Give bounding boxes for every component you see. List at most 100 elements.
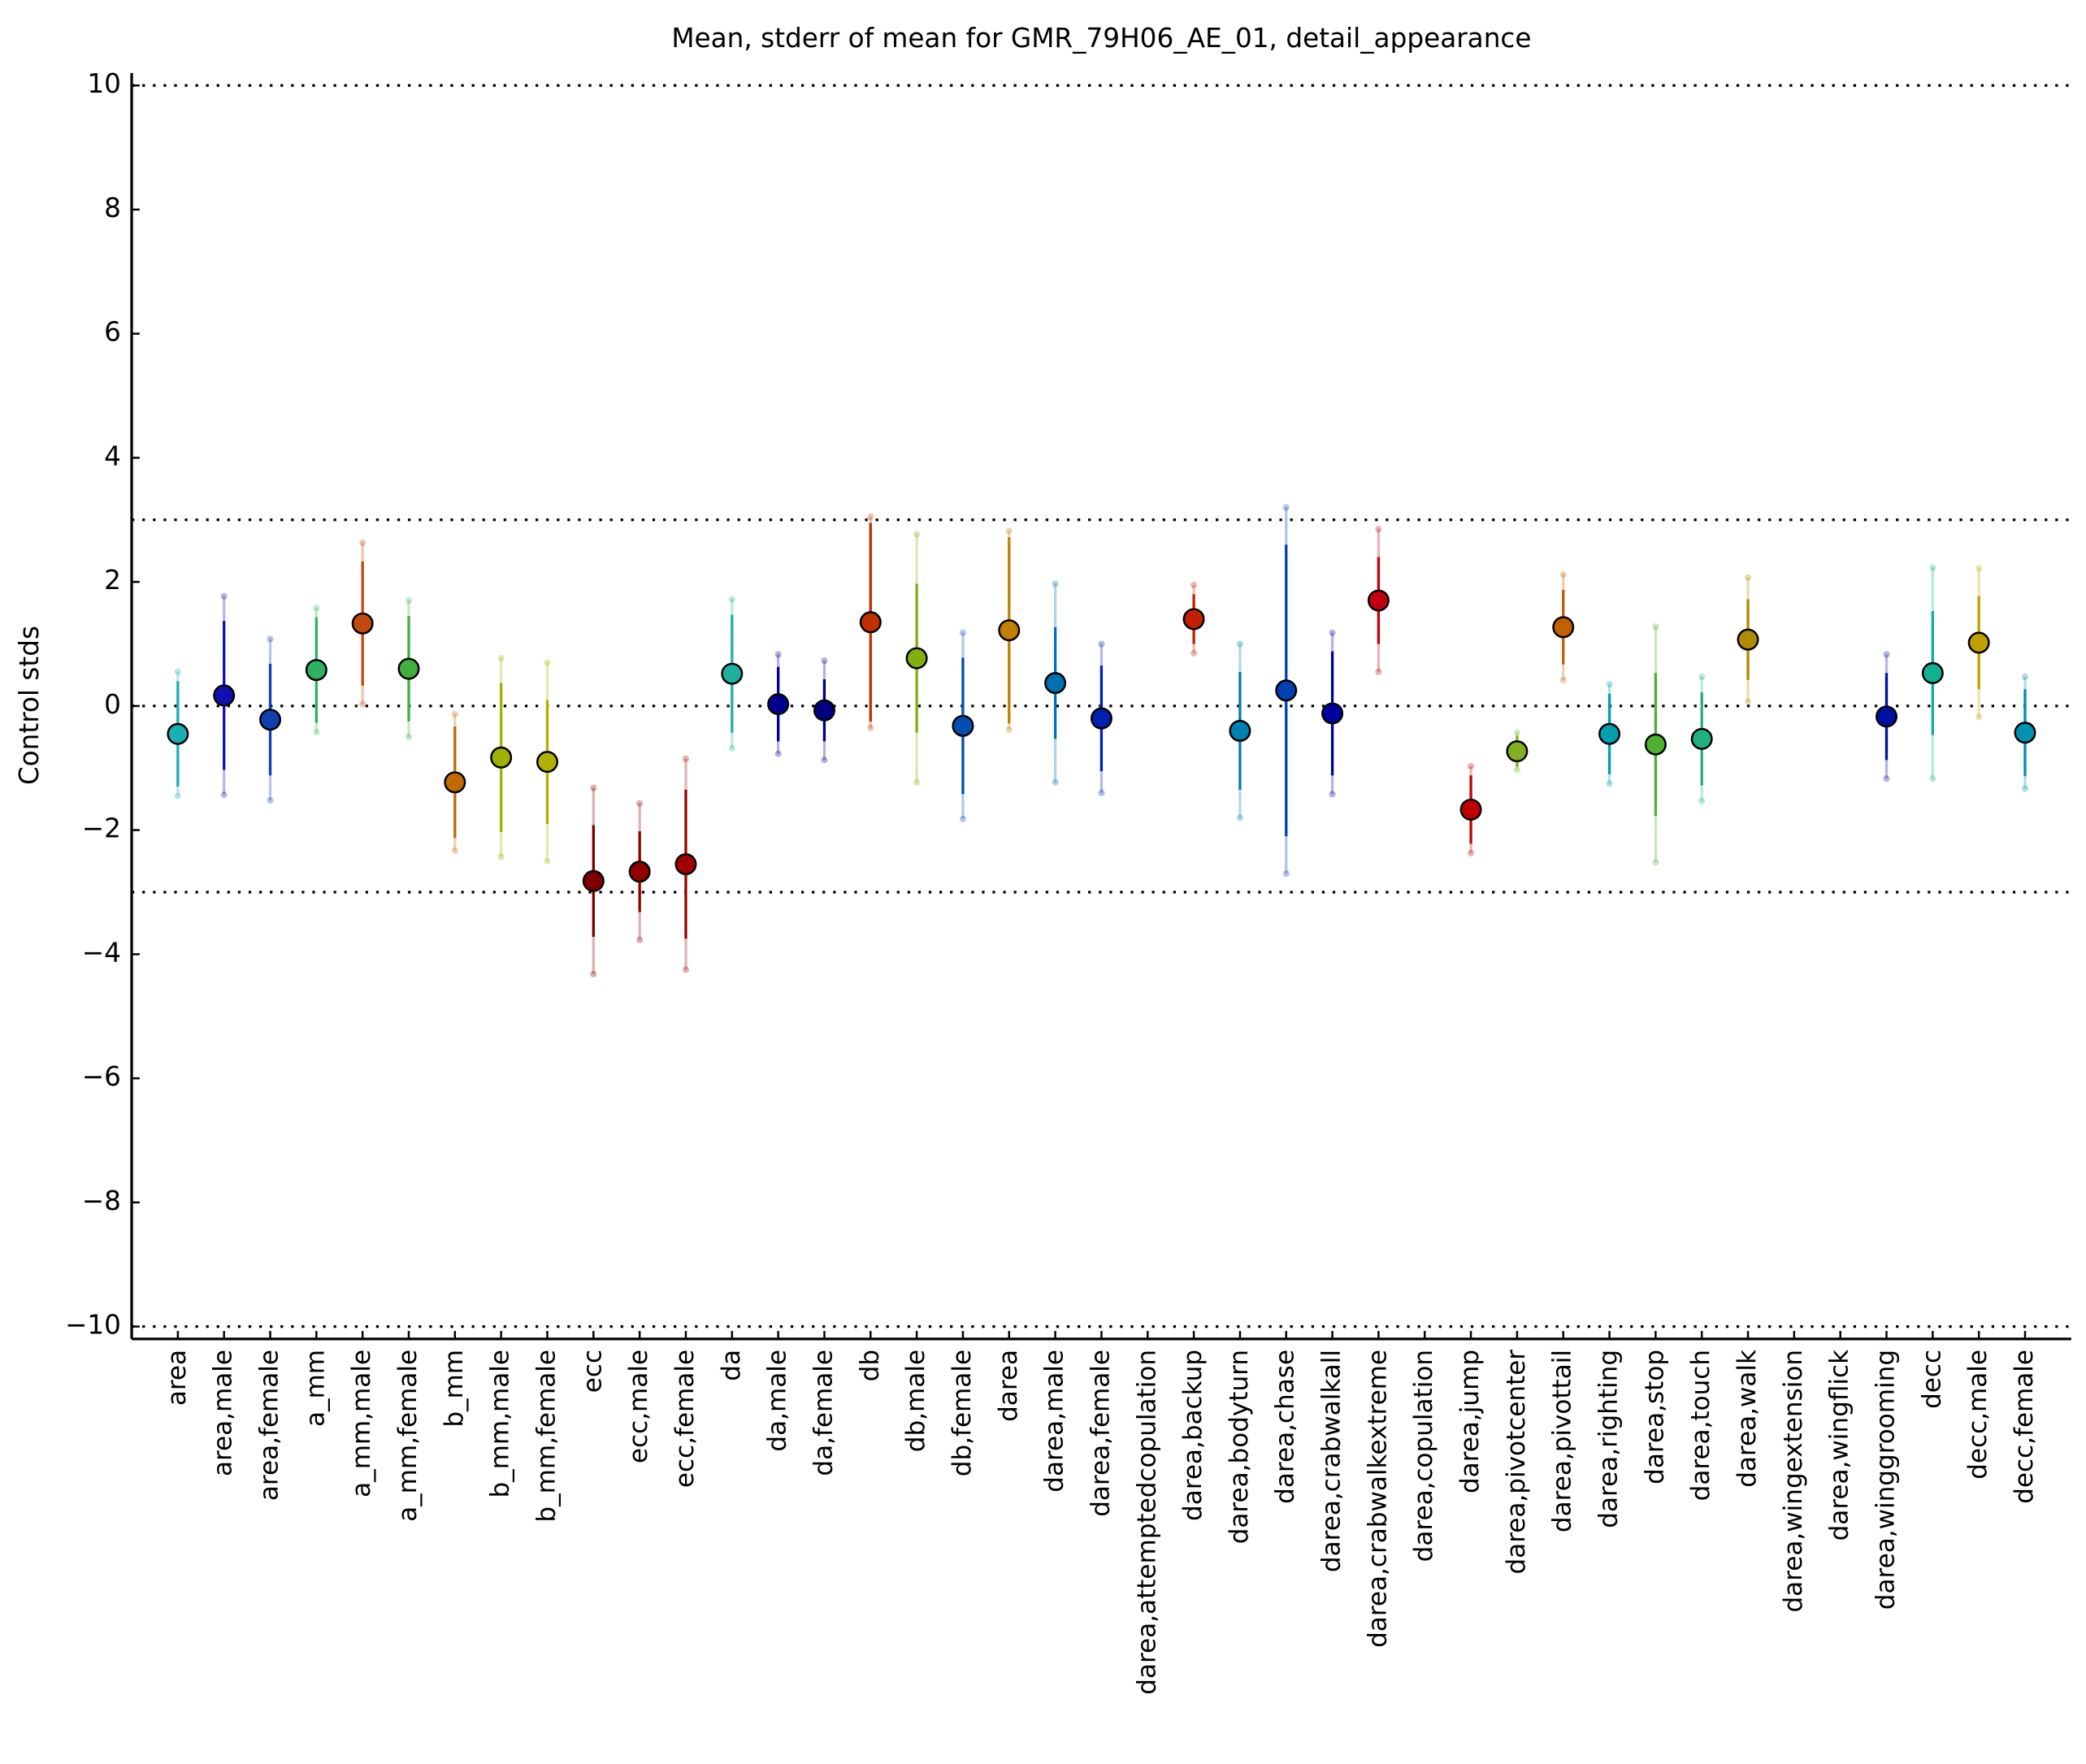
mean-point [305, 659, 327, 682]
x-tick-label: darea,righting [1594, 1350, 1624, 1528]
spread-end [1236, 814, 1244, 821]
x-tick-label: darea,winggrooming [1871, 1350, 1901, 1610]
spread-end [590, 784, 597, 791]
x-tick-label: darea,jump [1455, 1350, 1485, 1493]
mean-point [1367, 589, 1390, 612]
spread-end [1005, 527, 1013, 535]
spread-end [220, 791, 228, 799]
y-axis-label: Control stds [14, 626, 45, 785]
x-tick-label: area,male [209, 1350, 238, 1476]
mean-point [674, 853, 697, 876]
x-tick-label: darea [994, 1350, 1023, 1422]
spread-end [1975, 565, 1983, 572]
spread-end [1929, 564, 1936, 571]
spread-end [1236, 640, 1244, 648]
x-tick-label: darea,wingextension [1779, 1350, 1808, 1613]
mean-point [998, 619, 1021, 642]
spread-end [1744, 698, 1752, 705]
mean-point [582, 869, 605, 892]
spread-end [1329, 629, 1336, 636]
mean-point [1552, 616, 1575, 639]
x-tick-label: db,male [901, 1350, 930, 1452]
spread-end [497, 654, 505, 662]
y-tick-label: 2 [104, 565, 121, 596]
spread-end [313, 605, 320, 612]
mean-point [259, 709, 282, 731]
spread-end [1883, 775, 1890, 782]
spread-end [544, 857, 551, 865]
spread-end [313, 728, 320, 736]
spread-end [774, 750, 782, 757]
spread-end [1098, 789, 1105, 796]
mean-point [813, 699, 835, 722]
spread-end [959, 629, 967, 636]
spread-end [1190, 581, 1198, 589]
chart-title: Mean, stderr of mean for GMR_79H06_AE_01… [671, 23, 1531, 54]
spread-end [1467, 849, 1475, 856]
spread-end [1698, 797, 1706, 804]
spread-end [821, 756, 828, 764]
x-tick-label: darea,chase [1271, 1350, 1300, 1504]
mean-point [397, 657, 420, 680]
mean-point [1275, 679, 1298, 702]
y-tick-label: 10 [87, 68, 121, 99]
mean-point [444, 771, 466, 794]
x-tick-label: b_mm,female [531, 1350, 561, 1523]
spread-end [636, 800, 644, 807]
mean-point [1044, 672, 1067, 695]
mean-point [1182, 608, 1205, 631]
x-tick-label: darea,wingflick [1825, 1350, 1854, 1541]
mean-point [167, 722, 189, 745]
mean-point [1644, 733, 1667, 756]
mean-point [767, 693, 790, 716]
y-tick-label: −10 [65, 1310, 121, 1341]
mean-point [1921, 661, 1944, 684]
x-tick-label: da [717, 1350, 746, 1381]
spread-end [636, 936, 644, 943]
mean-point [1506, 740, 1529, 763]
x-tick-label: area [163, 1350, 192, 1406]
spread-end [590, 970, 597, 977]
mean-point [1459, 798, 1482, 821]
spread-end [1282, 504, 1290, 511]
spread-end [359, 539, 366, 547]
y-tick-label: −8 [82, 1185, 121, 1216]
mean-point [628, 860, 651, 883]
spread-end [821, 657, 828, 665]
mean-point [905, 647, 928, 670]
mean-point [1737, 628, 1759, 651]
mean-point [1690, 727, 1713, 750]
spread-end [1652, 623, 1659, 631]
spread-end [174, 668, 181, 675]
spread-end [1052, 580, 1059, 587]
y-tick-label: −6 [82, 1061, 121, 1092]
x-tick-label: darea,female [1086, 1350, 1115, 1517]
spread-end [544, 659, 551, 666]
x-tick-label: decc,female [2010, 1350, 2039, 1504]
spread-end [1098, 640, 1105, 648]
x-tick-label: darea,crabwalkall [1317, 1350, 1347, 1572]
spread-end [913, 778, 921, 786]
spread-end [1052, 778, 1059, 786]
x-tick-label: da,male [763, 1350, 792, 1452]
spread-end [682, 755, 690, 762]
y-tick-label: −4 [82, 937, 121, 968]
x-tick-label: area,female [255, 1350, 284, 1501]
x-tick-label: decc,male [1963, 1350, 1993, 1480]
x-tick-label: ecc,female [670, 1350, 700, 1488]
x-tick-label: da,female [809, 1350, 838, 1476]
spread-end [682, 966, 690, 973]
spread-end [1606, 780, 1613, 787]
x-tick-label: a_mm [301, 1350, 330, 1427]
mean-point [536, 751, 558, 774]
y-tick-label: 0 [104, 689, 121, 720]
spread-end [1652, 859, 1659, 866]
x-tick-label: darea,male [1040, 1350, 1069, 1493]
x-tick-label: a_mm,male [347, 1350, 376, 1497]
spread-end [1883, 651, 1890, 658]
mean-point [2014, 722, 2036, 744]
x-tick-label: darea,crabwalkextreme [1363, 1350, 1392, 1648]
spread-end [2021, 785, 2029, 792]
x-tick-label: darea,pivotcenter [1502, 1350, 1531, 1575]
